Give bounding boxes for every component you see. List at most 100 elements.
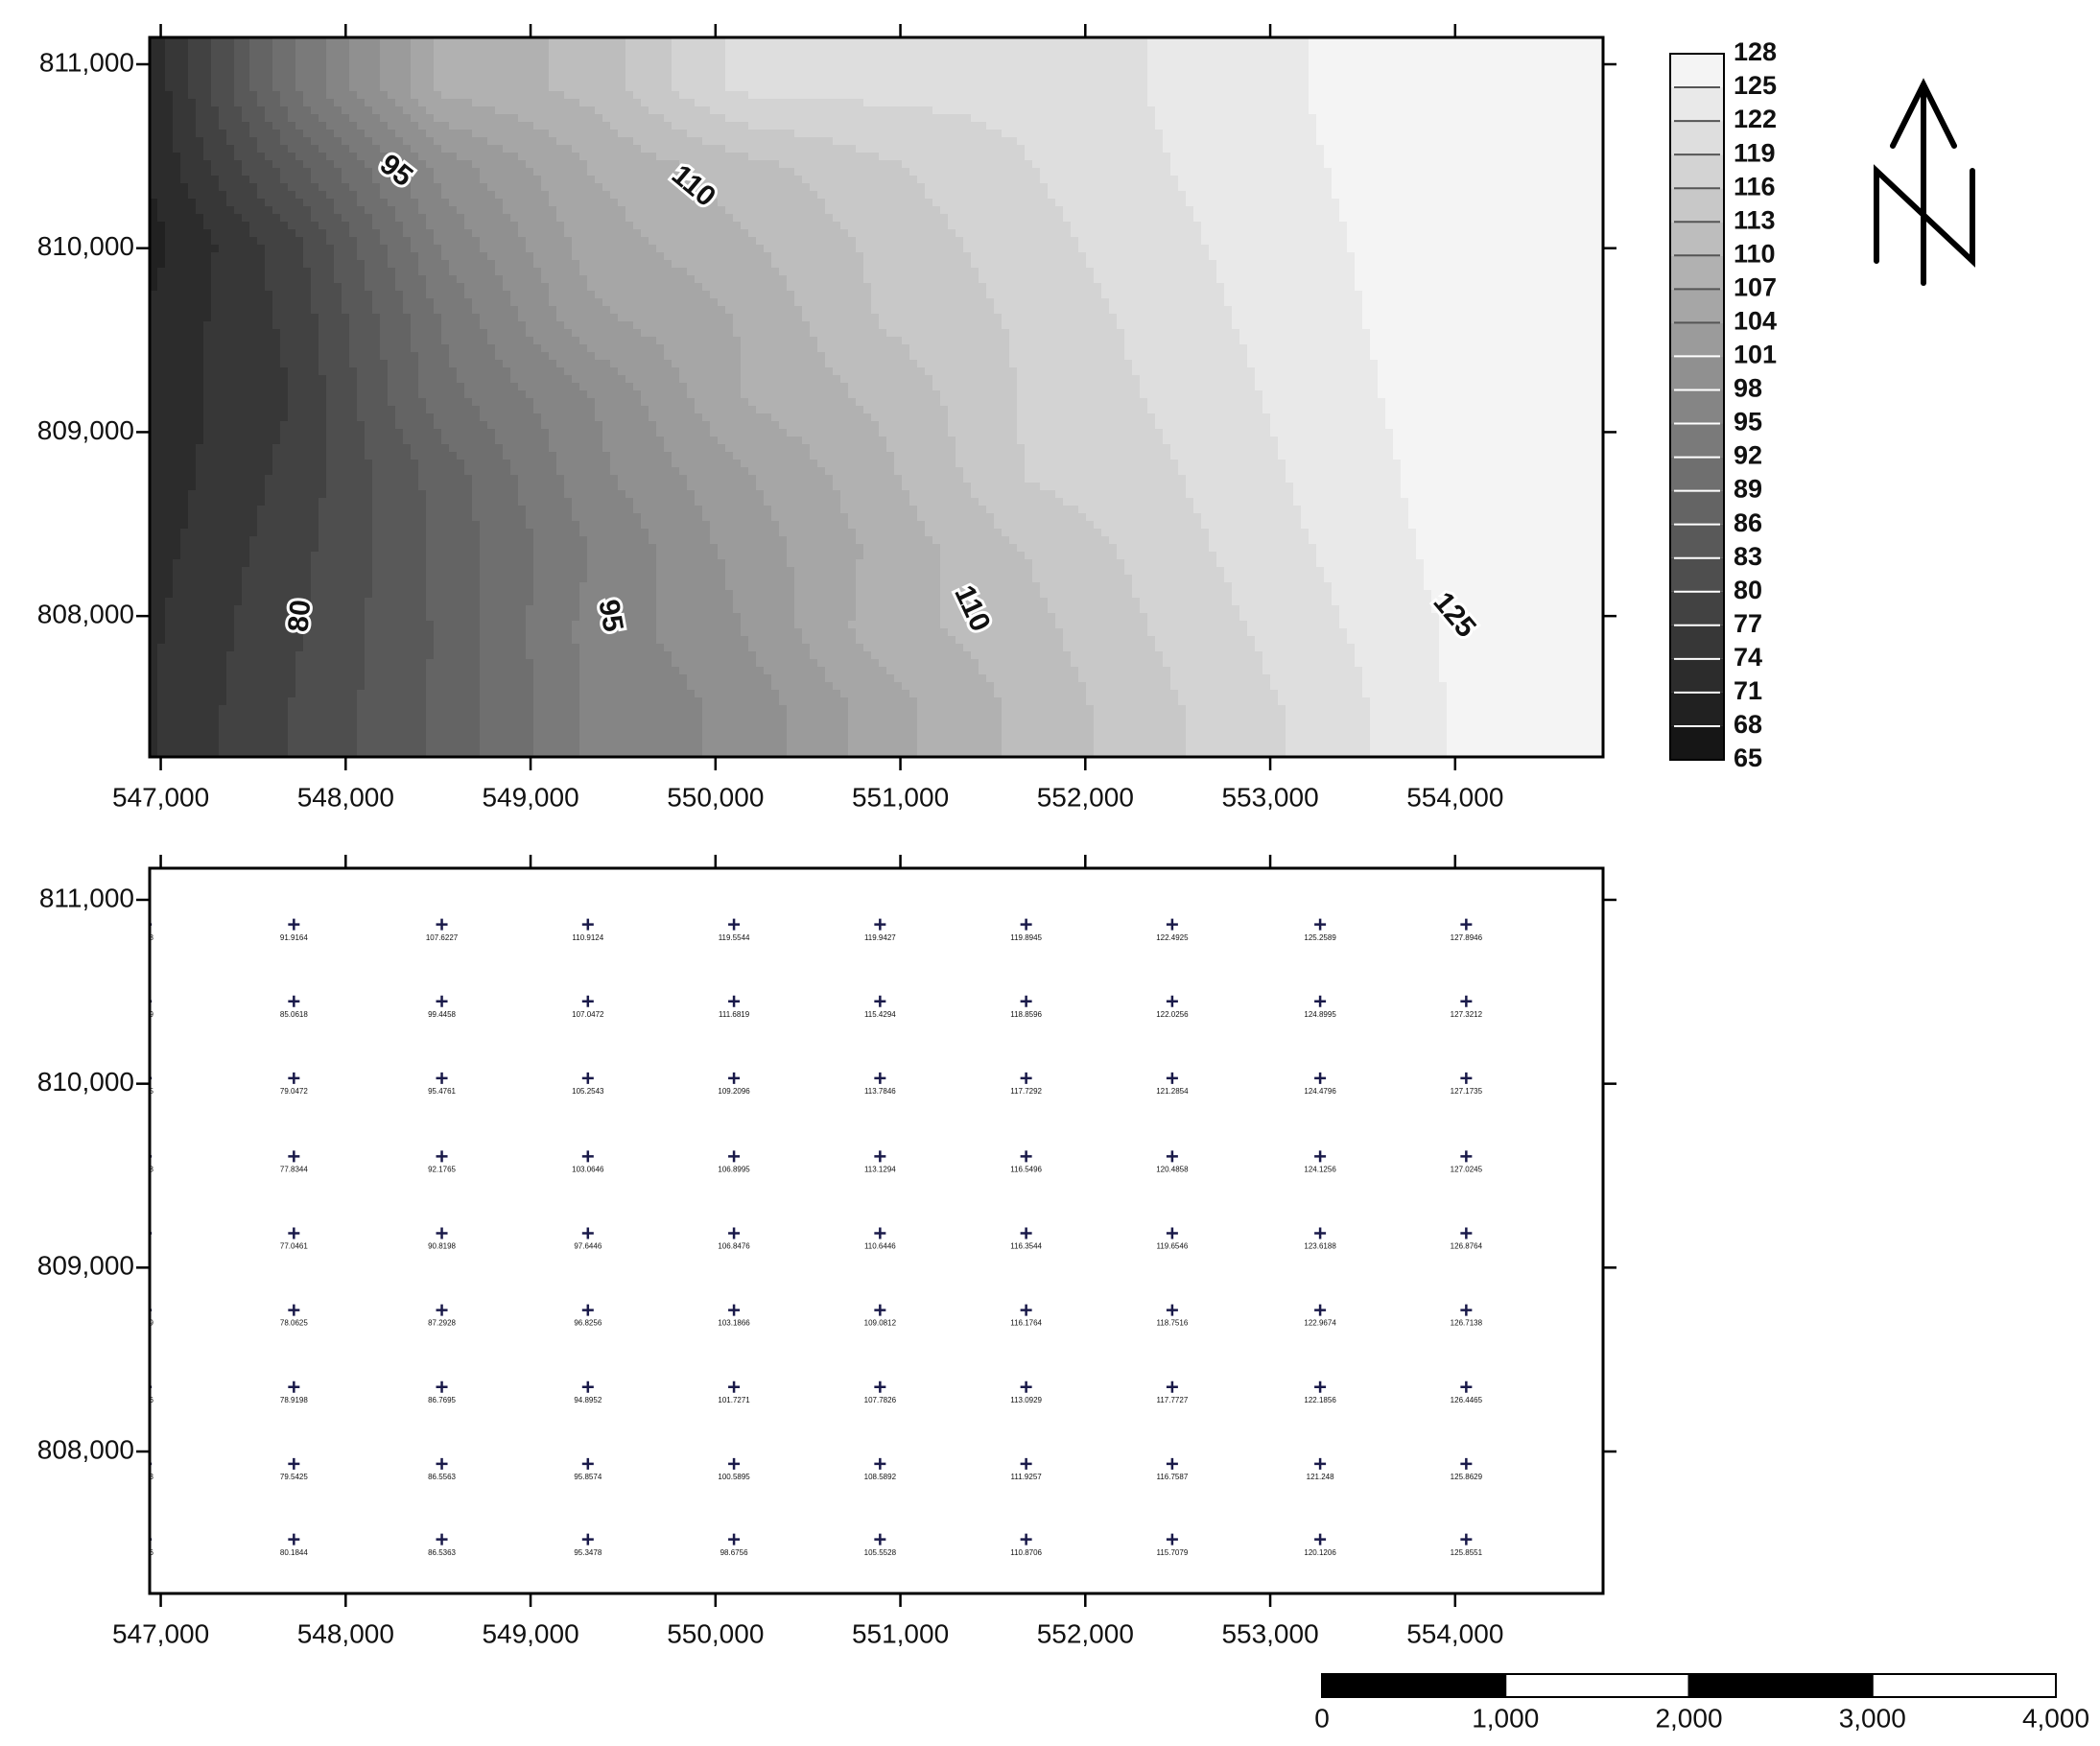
- contour-cell: [319, 705, 327, 714]
- contour-cell: [272, 444, 281, 453]
- contour-cell: [295, 529, 304, 537]
- contour-cell: [457, 467, 465, 476]
- contour-cell: [518, 720, 527, 729]
- contour-cell: [518, 674, 527, 683]
- contour-cell: [180, 367, 189, 376]
- contour-cell: [342, 206, 350, 215]
- contour-cell: [242, 467, 250, 476]
- contour-cell: [372, 383, 381, 391]
- contour-cell: [426, 529, 435, 537]
- contour-cell: [157, 68, 166, 77]
- contour-cell: [319, 245, 327, 253]
- contour-cell: [249, 37, 258, 46]
- contour-cell: [411, 375, 419, 384]
- contour-cell: [196, 268, 204, 276]
- contour-cell: [549, 444, 557, 453]
- contour-cell: [326, 145, 335, 153]
- contour-cell: [211, 337, 220, 345]
- contour-cell: [219, 68, 227, 77]
- contour-cell: [326, 130, 335, 138]
- contour-cell: [311, 398, 319, 407]
- contour-cell: [165, 598, 174, 606]
- contour-cell: [411, 421, 419, 430]
- contour-cell: [180, 636, 189, 645]
- contour-cell: [249, 329, 258, 338]
- contour-cell: [249, 575, 258, 583]
- contour-cell: [357, 621, 366, 629]
- contour-cell: [533, 45, 542, 54]
- contour-cell: [257, 45, 266, 54]
- contour-cell: [365, 53, 373, 61]
- contour-cell: [226, 406, 235, 414]
- contour-cell: [311, 383, 319, 391]
- contour-cell: [449, 260, 458, 269]
- contour-cell: [180, 674, 189, 683]
- contour-cell: [257, 329, 266, 338]
- contour-cell: [211, 743, 220, 752]
- contour-cell: [510, 130, 519, 138]
- contour-cell: [180, 229, 189, 238]
- contour-cell: [211, 229, 220, 238]
- contour-cell: [472, 130, 481, 138]
- contour-cell: [180, 536, 189, 545]
- contour-cell: [295, 674, 304, 683]
- contour-cell: [188, 68, 197, 77]
- contour-cell: [541, 352, 550, 361]
- contour-cell: [203, 460, 212, 468]
- contour-cell: [257, 559, 266, 568]
- contour-cell: [533, 367, 542, 376]
- contour-cell: [541, 106, 550, 115]
- contour-cell: [157, 99, 166, 107]
- contour-cell: [395, 275, 404, 284]
- contour-cell: [150, 76, 158, 84]
- contour-cell: [249, 168, 258, 177]
- contour-cell: [249, 344, 258, 353]
- contour-cell: [533, 91, 542, 100]
- contour-cell: [249, 122, 258, 130]
- contour-cell: [188, 291, 197, 299]
- contour-cell: [357, 743, 366, 752]
- contour-cell: [188, 145, 197, 153]
- contour-cell: [480, 283, 488, 292]
- contour-cell: [165, 245, 174, 253]
- contour-cell: [426, 106, 435, 115]
- contour-cell: [503, 590, 511, 599]
- contour-cell: [249, 214, 258, 223]
- contour-cell: [349, 168, 358, 177]
- contour-cell: [249, 613, 258, 622]
- contour-cell: [249, 506, 258, 514]
- contour-cell: [257, 367, 266, 376]
- contour-cell: [234, 544, 243, 553]
- contour-cell: [526, 621, 534, 629]
- contour-cell: [180, 337, 189, 345]
- contour-cell: [257, 106, 266, 115]
- contour-cell: [487, 183, 496, 192]
- contour-cell: [541, 728, 550, 737]
- contour-cell: [257, 76, 266, 84]
- contour-cell: [242, 452, 250, 460]
- contour-cell: [249, 513, 258, 522]
- contour-cell: [388, 45, 396, 54]
- contour-cell: [211, 245, 220, 253]
- contour-cell: [272, 751, 281, 757]
- contour-cell: [541, 628, 550, 637]
- contour-cell: [234, 444, 243, 453]
- contour-cell: [326, 183, 335, 192]
- contour-cell: [472, 498, 481, 507]
- contour-cell: [411, 145, 419, 153]
- contour-cell: [196, 106, 204, 115]
- contour-cell: [549, 37, 557, 46]
- contour-cell: [242, 598, 250, 606]
- contour-cell: [150, 736, 158, 744]
- contour-cell: [288, 237, 296, 246]
- contour-cell: [464, 176, 473, 184]
- contour-cell: [480, 252, 488, 261]
- contour-cell: [280, 145, 289, 153]
- contour-cell: [411, 153, 419, 161]
- contour-cell: [395, 252, 404, 261]
- contour-cell: [526, 176, 534, 184]
- contour-cell: [357, 590, 366, 599]
- contour-cell: [265, 214, 273, 223]
- contour-cell: [426, 713, 435, 721]
- contour-cell: [365, 60, 373, 69]
